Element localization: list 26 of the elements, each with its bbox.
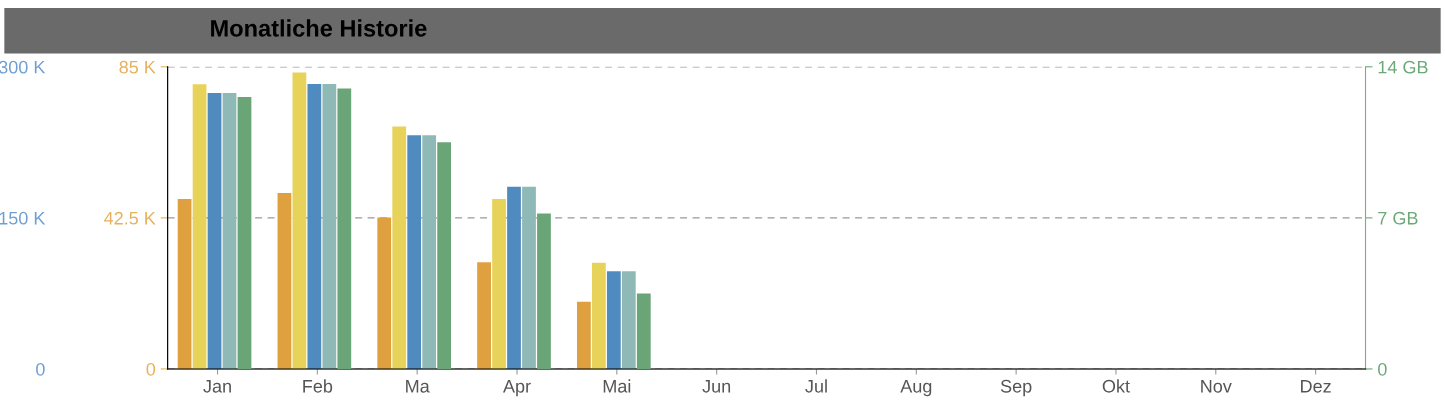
x-tick-label: Aug	[900, 380, 932, 397]
x-tick-label: Apr	[503, 380, 531, 397]
y2-tick-label: 150 K	[0, 211, 46, 225]
y2-tick-label: 0	[36, 362, 45, 376]
x-tick-label: Okt	[1102, 379, 1130, 393]
y-tick-label: 85 K	[119, 60, 156, 74]
x-tick-label: Feb	[303, 379, 333, 393]
bar	[177, 199, 192, 369]
y-tick-label: 0	[146, 362, 156, 376]
x-tick-label: Jul	[805, 379, 827, 393]
bar	[277, 193, 292, 369]
x-tick-label: Mai	[603, 379, 631, 393]
x-tick-label: Jan	[203, 380, 231, 393]
chart-title: Monatliche Historie	[211, 19, 427, 37]
y3-tick-label: 0	[1378, 362, 1387, 376]
y3-tick-label: 7 GB	[1378, 211, 1418, 225]
bar	[577, 301, 591, 369]
bar	[477, 262, 491, 369]
x-tick-label: Nov	[1201, 380, 1232, 393]
x-tick-label: Jun	[702, 380, 731, 393]
y-tick-label: 42.5 K	[104, 211, 156, 225]
bar	[377, 217, 392, 369]
x-tick-label: Sep	[1000, 379, 1032, 397]
x-tick-label: Ma	[406, 380, 430, 393]
y3-tick-label: 14 GB	[1378, 60, 1428, 74]
x-tick-label: Dez	[1301, 380, 1331, 393]
